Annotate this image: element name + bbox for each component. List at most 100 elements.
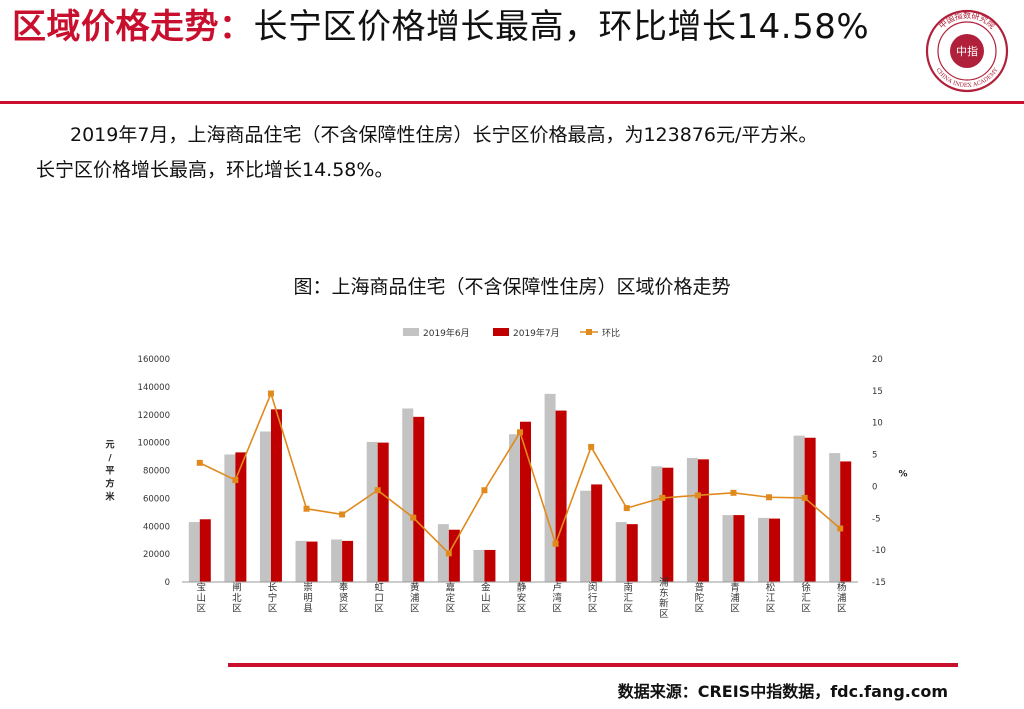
- x-tick-label: 嘉定区: [443, 582, 455, 614]
- bar-jun: [580, 490, 592, 582]
- bar-jul: [377, 442, 389, 582]
- x-tick-label: 卢湾区: [550, 582, 562, 614]
- mom-point: [445, 550, 452, 557]
- legend-marker-mom: [586, 329, 592, 335]
- bar-jul: [591, 484, 603, 582]
- y-tick-label: 140000: [138, 383, 170, 393]
- x-tick-label: 奉贤区: [337, 582, 349, 614]
- y-tick-label: 120000: [138, 411, 170, 421]
- mom-point: [267, 390, 274, 397]
- x-tick-label: 浦东新区: [657, 576, 669, 619]
- x-tick-label: 松江区: [764, 582, 776, 614]
- legend-label-mom: 环比: [602, 327, 620, 339]
- mom-point: [766, 494, 773, 501]
- bar-jun: [188, 522, 200, 582]
- y2-axis-label: %: [898, 470, 907, 480]
- x-tick-label: 闸北区: [230, 582, 242, 614]
- bar-jun: [295, 540, 307, 582]
- bar-jun: [437, 524, 449, 582]
- mom-point: [694, 492, 701, 499]
- x-tick-label: 杨浦区: [835, 582, 847, 614]
- legend-label-jul: 2019年7月: [513, 327, 560, 339]
- bar-jun: [615, 522, 627, 582]
- legend-swatch-jun: [403, 328, 419, 336]
- legend-swatch-jul: [493, 328, 509, 336]
- y2-tick-label: 20: [872, 355, 883, 365]
- mom-point: [410, 514, 417, 521]
- bar-jul: [413, 416, 425, 582]
- y-axis-label: 元: [105, 440, 114, 451]
- bar-jun: [722, 515, 734, 582]
- bar-jun: [544, 393, 556, 582]
- bar-jul: [270, 409, 282, 582]
- mom-point: [552, 540, 559, 547]
- x-tick-label: 虹口区: [372, 582, 384, 614]
- mom-point: [517, 429, 523, 436]
- bar-jun: [651, 466, 663, 582]
- x-tick-label: 黄浦区: [408, 582, 420, 614]
- footer-rule: [228, 663, 958, 667]
- mom-point: [374, 487, 381, 494]
- x-tick-label: 长宁区: [265, 582, 277, 614]
- y-axis-label: 平: [105, 466, 114, 477]
- bar-jul: [448, 529, 460, 582]
- seal-inner-text: 中指: [956, 44, 978, 58]
- bar-jun: [402, 408, 414, 582]
- seal-logo-icon: 中指 中国指数研究院 CHINA INDEX ACADEMY: [925, 9, 1009, 93]
- bar-jul: [199, 519, 211, 582]
- y-axis-label: /: [108, 454, 112, 464]
- legend-label-jun: 2019年6月: [423, 327, 470, 339]
- x-tick-label: 金山区: [479, 582, 491, 614]
- bar-jun: [331, 539, 343, 582]
- bar-jun: [758, 517, 770, 582]
- mom-point: [659, 494, 666, 501]
- page-title: 区域价格走势：长宁区价格增长最高，环比增长14.58%: [12, 8, 912, 46]
- y-tick-label: 100000: [138, 439, 170, 449]
- seal-ring-text: 中国指数研究院: [937, 10, 998, 31]
- bar-jul: [306, 541, 318, 582]
- header-divider: [0, 101, 1024, 104]
- x-tick-label: 普陀区: [692, 582, 704, 614]
- summary-paragraph-1: 2019年7月，上海商品住宅（不含保障性住房）长宁区价格最高，为123876元/…: [70, 124, 818, 146]
- mom-point: [623, 505, 630, 512]
- bar-jun: [473, 549, 485, 582]
- bar-jul: [555, 410, 567, 582]
- mom-point: [801, 494, 808, 501]
- bar-jul: [626, 524, 638, 582]
- bar-jul: [769, 518, 781, 582]
- bar-jul: [235, 452, 247, 582]
- svg-text:CHINA INDEX ACADEMY: CHINA INDEX ACADEMY: [934, 67, 999, 89]
- x-tick-label: 南汇区: [621, 582, 633, 614]
- seal-english-text: CHINA INDEX ACADEMY: [934, 67, 999, 89]
- y2-tick-label: 5: [872, 451, 877, 461]
- svg-text:中国指数研究院: 中国指数研究院: [937, 10, 998, 31]
- y2-tick-label: 10: [872, 419, 883, 429]
- bar-jul: [520, 421, 531, 582]
- y-tick-label: 80000: [143, 467, 170, 477]
- x-tick-label: 徐汇区: [799, 582, 811, 614]
- y-axis-label: 米: [104, 491, 115, 503]
- page-title-highlight: 区域价格走势：: [12, 7, 254, 47]
- bar-jul: [662, 467, 674, 582]
- figure-caption: 图：上海商品住宅（不含保障性住房）区域价格走势: [293, 276, 731, 298]
- y-tick-label: 20000: [143, 550, 170, 560]
- x-tick-label: 青浦区: [728, 582, 740, 614]
- bar-jun: [366, 441, 378, 582]
- mom-point: [588, 443, 595, 450]
- y2-tick-label: -10: [872, 546, 886, 556]
- bar-jul: [733, 515, 745, 582]
- y2-tick-label: -15: [872, 578, 886, 588]
- bar-jun: [793, 435, 805, 582]
- bar-jun: [509, 434, 520, 582]
- x-tick-label: 闵行区: [586, 582, 598, 614]
- bar-jun: [829, 453, 841, 582]
- bar-jul: [697, 459, 709, 582]
- mom-point: [196, 459, 203, 466]
- summary-text: 2019年7月，上海商品住宅（不含保障性住房）长宁区价格最高，为123876元/…: [36, 118, 996, 188]
- bar-jun: [224, 454, 236, 582]
- bar-jul: [484, 549, 496, 582]
- mom-point: [730, 489, 737, 496]
- y-tick-label: 160000: [138, 355, 170, 365]
- mom-point: [339, 511, 346, 518]
- y2-tick-label: 15: [872, 387, 883, 397]
